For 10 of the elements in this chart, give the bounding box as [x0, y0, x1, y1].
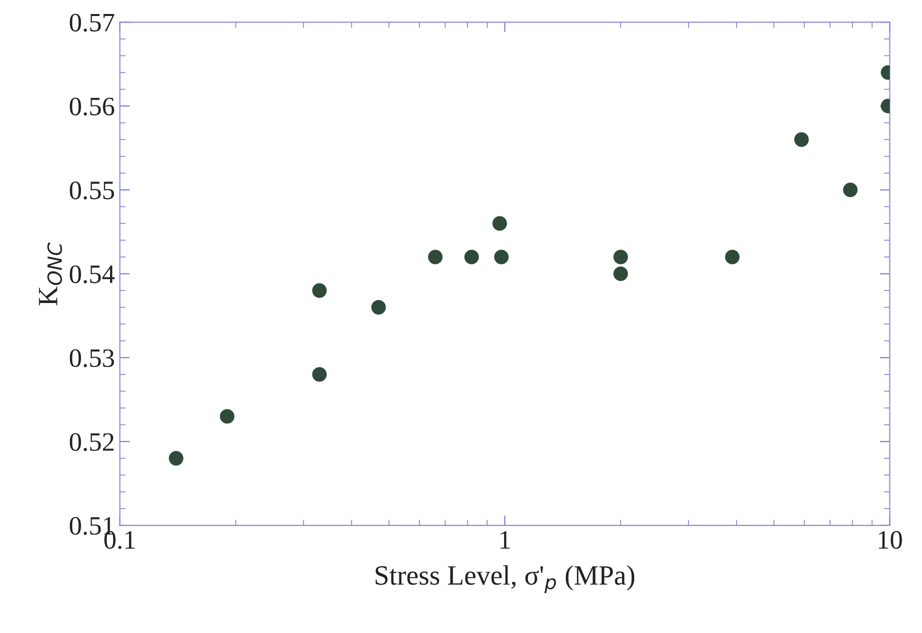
y-tick-label: 0.54 — [70, 265, 115, 284]
y-tick-label: 0.56 — [70, 98, 114, 116]
y-tick-label: 0.55 — [70, 182, 114, 200]
y-axis-title: K$_{ONC}$ — [39, 242, 62, 306]
x-tick-label: 1 — [500, 531, 510, 549]
x-tick-label: 10 — [878, 531, 902, 549]
y-tick-label: 0.57 — [70, 14, 114, 32]
y-tick-label: 0.53 — [70, 349, 114, 368]
x-axis-title: Stress Level, σ'$_{p}$ (MPa) — [376, 565, 634, 594]
y-tick-label: 0.52 — [70, 433, 114, 452]
